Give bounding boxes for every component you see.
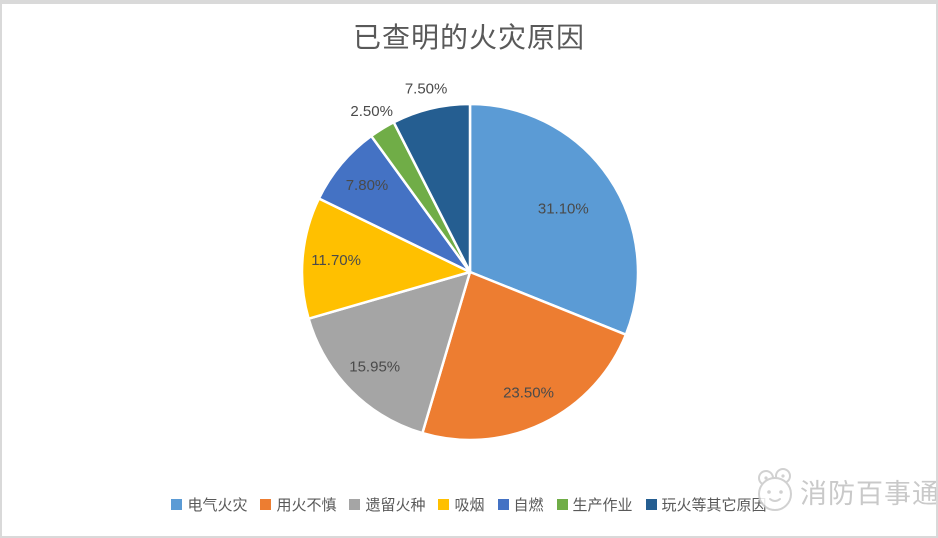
legend-swatch [260,499,272,510]
pie-slice-label: 7.50% [405,81,448,98]
legend-label: 用火不慎 [276,497,337,514]
legend-swatch [438,499,450,510]
legend-label: 电气火灾 [187,497,248,514]
pie-slice [468,102,640,336]
legend-item: 生产作业 [556,494,633,515]
pie-slice-label: 23.50% [503,385,554,402]
pie-slice-label: 15.95% [349,358,400,375]
legend-item: 玩火等其它原因 [645,494,767,515]
legend-item: 吸烟 [438,494,485,515]
legend-swatch [497,499,509,510]
pie-chart: 31.10% 23.50% 15.95% 11.70% 7.80% 2.50% 7.50% [300,81,640,442]
pie-slice-label: 2.50% [350,103,393,120]
pie-slice-label: 31.10% [538,201,589,218]
pie-slice-label: 11.70% [311,252,361,269]
legend-label: 生产作业 [572,497,633,514]
pie-slice-label: 7.80% [346,177,389,194]
chart-legend: 电气火灾 用火不慎 遗留火种 吸烟 自燃 生产作业 玩火等其它原因 [2,494,936,515]
legend-label: 自燃 [513,497,544,514]
legend-label: 玩火等其它原因 [661,497,767,514]
legend-swatch [645,499,657,510]
legend-swatch [556,499,568,510]
legend-label: 吸烟 [454,497,485,514]
legend-item: 自燃 [497,494,544,515]
pie-slice [392,102,472,274]
legend-label: 遗留火种 [365,497,426,514]
legend-item: 用火不慎 [260,494,336,515]
legend-item: 电气火灾 [171,494,247,515]
pie-slice [421,270,628,442]
legend-swatch [171,499,183,510]
legend-item: 遗留火种 [349,494,425,515]
legend-swatch [349,499,361,510]
pie-slice [300,197,472,320]
pie-slice [307,270,472,435]
chart-title: 已查明的火灾原因 [352,22,585,53]
